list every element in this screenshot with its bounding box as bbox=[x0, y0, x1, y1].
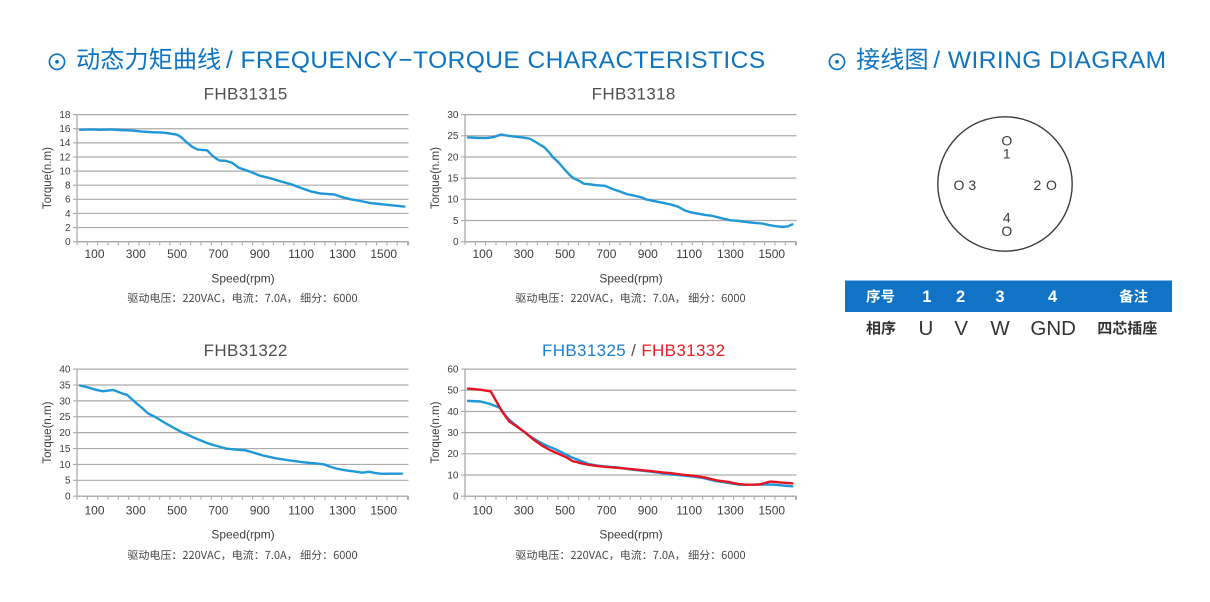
svg-text:FHB31315: FHB31315 bbox=[204, 85, 288, 104]
svg-text:30: 30 bbox=[59, 396, 71, 407]
svg-text:15: 15 bbox=[447, 174, 459, 185]
svg-text:8: 8 bbox=[65, 181, 71, 192]
svg-text:6: 6 bbox=[65, 195, 71, 206]
svg-text:100: 100 bbox=[472, 504, 492, 518]
svg-text:O: O bbox=[1001, 223, 1012, 239]
svg-text:1100: 1100 bbox=[288, 247, 314, 261]
svg-text:10: 10 bbox=[447, 195, 459, 206]
svg-text:1: 1 bbox=[922, 288, 931, 306]
svg-text:700: 700 bbox=[208, 247, 228, 261]
svg-text:Torque(n.m): Torque(n.m) bbox=[42, 401, 54, 463]
svg-text:20: 20 bbox=[59, 428, 71, 439]
svg-text:0: 0 bbox=[65, 237, 71, 248]
svg-text:1500: 1500 bbox=[370, 504, 397, 518]
svg-text:4: 4 bbox=[65, 209, 71, 220]
svg-text:V: V bbox=[954, 317, 968, 340]
svg-text:900: 900 bbox=[250, 247, 270, 261]
svg-text:60: 60 bbox=[447, 365, 459, 376]
svg-text:3: 3 bbox=[968, 177, 976, 193]
svg-text:1500: 1500 bbox=[758, 504, 785, 518]
svg-text:25: 25 bbox=[447, 131, 459, 142]
svg-text:700: 700 bbox=[596, 247, 616, 261]
svg-text:500: 500 bbox=[167, 247, 187, 261]
svg-text:/ WIRING DIAGRAM: / WIRING DIAGRAM bbox=[933, 47, 1166, 74]
svg-text:0: 0 bbox=[65, 492, 71, 503]
svg-text:1: 1 bbox=[1003, 146, 1011, 162]
svg-text:1300: 1300 bbox=[717, 247, 744, 261]
svg-text:10: 10 bbox=[447, 470, 459, 481]
svg-text:40: 40 bbox=[447, 407, 459, 418]
svg-text:500: 500 bbox=[167, 504, 187, 518]
svg-text:100: 100 bbox=[84, 504, 104, 518]
svg-text:700: 700 bbox=[596, 504, 616, 518]
svg-text:1500: 1500 bbox=[758, 247, 785, 261]
svg-text:12: 12 bbox=[59, 152, 71, 163]
svg-text:20: 20 bbox=[447, 152, 459, 163]
svg-text:Torque(n.m): Torque(n.m) bbox=[42, 147, 54, 209]
svg-text:10: 10 bbox=[59, 166, 71, 177]
svg-text:500: 500 bbox=[555, 247, 575, 261]
svg-text:300: 300 bbox=[126, 504, 146, 518]
svg-text:Speed(rpm): Speed(rpm) bbox=[211, 271, 274, 285]
svg-text:4: 4 bbox=[1048, 288, 1058, 306]
svg-text:Torque(n.m): Torque(n.m) bbox=[430, 147, 442, 209]
svg-text:1500: 1500 bbox=[370, 247, 397, 261]
svg-text:700: 700 bbox=[208, 504, 228, 518]
svg-text:Speed(rpm): Speed(rpm) bbox=[211, 527, 274, 541]
svg-text:FHB31318: FHB31318 bbox=[592, 85, 676, 104]
svg-text:Speed(rpm): Speed(rpm) bbox=[599, 527, 662, 541]
svg-text:O: O bbox=[954, 177, 965, 193]
svg-text:25: 25 bbox=[59, 412, 71, 423]
svg-text:100: 100 bbox=[84, 247, 104, 261]
svg-text:1300: 1300 bbox=[717, 504, 744, 518]
svg-text:30: 30 bbox=[447, 110, 459, 121]
svg-text:14: 14 bbox=[59, 138, 71, 149]
svg-text:2: 2 bbox=[1034, 177, 1042, 193]
svg-text:40: 40 bbox=[59, 365, 71, 376]
svg-text:3: 3 bbox=[995, 288, 1004, 306]
svg-text:500: 500 bbox=[555, 504, 575, 518]
svg-text:300: 300 bbox=[514, 504, 534, 518]
svg-text:1100: 1100 bbox=[676, 504, 702, 518]
svg-text:5: 5 bbox=[65, 476, 71, 487]
svg-text:2: 2 bbox=[956, 288, 965, 306]
svg-text:300: 300 bbox=[514, 247, 534, 261]
svg-text:35: 35 bbox=[59, 380, 71, 391]
svg-text:O: O bbox=[1046, 177, 1057, 193]
svg-text:FHB31325 / FHB31332: FHB31325 / FHB31332 bbox=[542, 341, 725, 360]
svg-text:15: 15 bbox=[59, 444, 71, 455]
svg-text:0: 0 bbox=[453, 492, 459, 503]
svg-text:900: 900 bbox=[638, 247, 658, 261]
svg-text:900: 900 bbox=[250, 504, 270, 518]
svg-text:Torque(n.m): Torque(n.m) bbox=[430, 401, 442, 463]
svg-text:1300: 1300 bbox=[329, 247, 356, 261]
svg-text:Speed(rpm): Speed(rpm) bbox=[599, 271, 662, 285]
svg-text:4: 4 bbox=[1003, 210, 1011, 226]
svg-text:0: 0 bbox=[453, 237, 459, 248]
svg-text:1100: 1100 bbox=[676, 247, 702, 261]
svg-text:900: 900 bbox=[638, 504, 658, 518]
svg-text:300: 300 bbox=[126, 247, 146, 261]
svg-text:W: W bbox=[990, 317, 1010, 340]
svg-text:2: 2 bbox=[65, 223, 71, 234]
svg-text:50: 50 bbox=[447, 386, 459, 397]
svg-text:1300: 1300 bbox=[329, 504, 356, 518]
svg-text:10: 10 bbox=[59, 460, 71, 471]
svg-text:1100: 1100 bbox=[288, 504, 314, 518]
svg-text:100: 100 bbox=[472, 247, 492, 261]
svg-text:18: 18 bbox=[59, 110, 71, 121]
svg-text:30: 30 bbox=[447, 428, 459, 439]
svg-text:GND: GND bbox=[1030, 317, 1076, 340]
svg-text:/ FREQUENCY−TORQUE CHARACTERIS: / FREQUENCY−TORQUE CHARACTERISTICS bbox=[226, 47, 766, 74]
svg-text:5: 5 bbox=[453, 216, 459, 227]
svg-text:U: U bbox=[918, 317, 933, 340]
svg-text:FHB31322: FHB31322 bbox=[204, 341, 288, 360]
svg-text:16: 16 bbox=[59, 124, 71, 135]
svg-text:20: 20 bbox=[447, 449, 459, 460]
svg-text:O: O bbox=[1001, 133, 1012, 149]
